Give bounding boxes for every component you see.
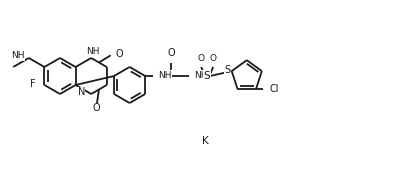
Text: O: O	[92, 103, 100, 113]
Text: Cl: Cl	[269, 84, 279, 94]
Text: S: S	[204, 71, 211, 81]
Text: F: F	[30, 79, 35, 89]
Text: NH: NH	[158, 71, 172, 80]
Text: O: O	[167, 48, 175, 57]
Text: NH: NH	[194, 71, 208, 80]
Text: NH: NH	[87, 47, 100, 56]
Text: S: S	[225, 65, 231, 75]
Text: O: O	[210, 54, 217, 63]
Text: O: O	[115, 49, 123, 59]
Text: NH: NH	[11, 52, 25, 61]
Text: O: O	[198, 54, 205, 63]
Text: N: N	[77, 87, 85, 97]
Text: K: K	[202, 136, 209, 146]
